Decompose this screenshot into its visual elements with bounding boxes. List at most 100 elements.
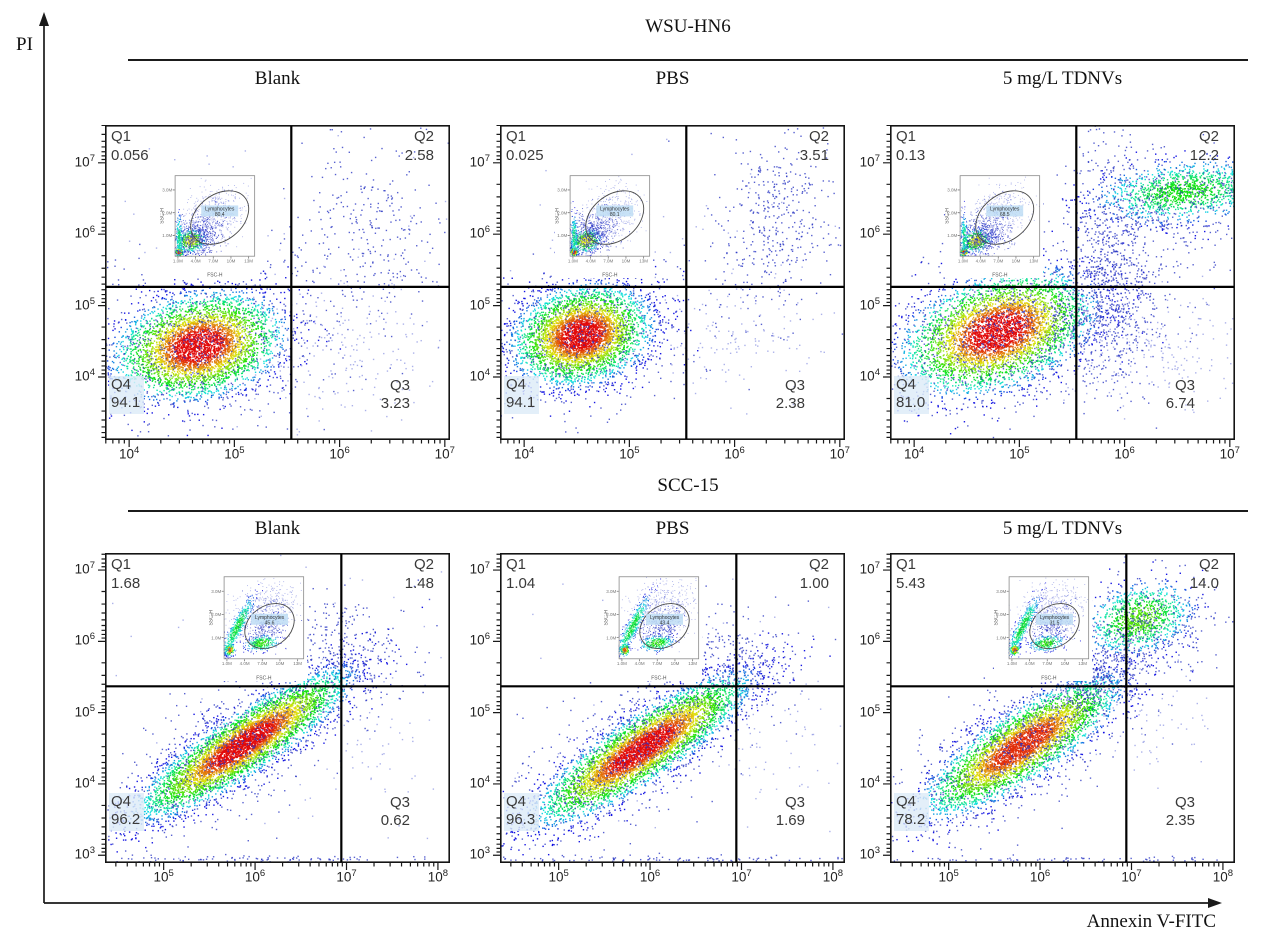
y-tick-label: 104 (469, 773, 490, 791)
quadrant-label-q3: Q3 2.35 (1165, 793, 1195, 830)
quadrant-label-q4: Q4 94.1 (504, 375, 540, 414)
y-tick-label: 107 (74, 560, 95, 577)
y-tick-label: 104 (469, 367, 490, 384)
row-title-top: WSU-HN6 (645, 16, 731, 37)
quadrant-label-q1: Q1 0.056 (111, 128, 149, 164)
gating-inset-canvas (603, 571, 702, 681)
x-tick-label: 107 (731, 868, 752, 885)
y-tick-label: 105 (859, 702, 880, 720)
y-tick-label: 107 (74, 152, 95, 170)
gating-inset-canvas (160, 170, 259, 278)
x-tick-label: 106 (1114, 445, 1135, 462)
flow-panel-scc-15-blank: 107 106 105 104 103 105 106 107 108 Q1 1.68 Q2 1.48 Q… (75, 553, 450, 885)
quadrant-label-q2: Q2 2.58 (404, 128, 434, 164)
quadrant-label-q2: Q2 12.2 (1189, 128, 1219, 164)
flow-panel-wsu-hn6-blank: 107 106 105 104 104 105 106 107 Q1 0.056 Q2 2.58 Q3 3… (75, 125, 455, 462)
quadrant-label-q1: Q1 0.13 (896, 128, 926, 164)
quadrant-label-q1: Q1 0.025 (506, 128, 544, 164)
y-tick-label: 107 (859, 152, 880, 170)
quadrant-label-q3: Q3 2.38 (775, 376, 805, 413)
x-tick-label: 105 (548, 868, 569, 885)
y-tick-label: 105 (469, 702, 490, 720)
y-tick-label: 107 (469, 560, 490, 577)
x-tick-label: 105 (224, 445, 245, 462)
y-tick-label: 106 (469, 631, 490, 648)
column-title: Blank (254, 68, 301, 89)
x-tick-label: 108 (1212, 868, 1234, 885)
quadrant-label-q4: Q4 94.1 (109, 375, 145, 414)
quadrant-label-q2: Q2 14.0 (1189, 556, 1219, 592)
x-tick-label: 107 (434, 445, 455, 462)
quadrant-label-q1: Q1 1.68 (111, 556, 141, 592)
y-tick-label: 106 (74, 631, 95, 648)
quadrant-label-q2: Q2 3.51 (799, 128, 829, 164)
x-tick-label: 107 (336, 868, 357, 885)
quadrant-label-q4: Q4 96.2 (109, 792, 145, 831)
gating-inset-canvas (993, 571, 1092, 681)
x-tick-label: 107 (1219, 445, 1240, 462)
x-tick-label: 106 (724, 445, 745, 462)
y-tick-label: 104 (859, 367, 880, 384)
y-tick-label: 104 (859, 773, 880, 791)
quadrant-label-q4: Q4 96.3 (504, 792, 540, 831)
y-tick-label: 106 (469, 224, 490, 241)
gating-inset-canvas (555, 170, 654, 278)
y-tick-label: 103 (859, 845, 880, 862)
column-title: PBS (655, 518, 690, 539)
y-tick-label: 105 (74, 295, 95, 313)
quadrant-label-q1: Q1 1.04 (506, 556, 536, 592)
x-axis-arrowhead-icon (1208, 898, 1222, 908)
gating-inset-canvas (208, 571, 307, 681)
row-divider-bottom (128, 510, 1248, 512)
x-axis-label: Annexin V-FITC (1086, 911, 1216, 932)
x-tick-label: 106 (639, 868, 661, 885)
quadrant-label-q2: Q2 1.48 (404, 556, 434, 592)
x-tick-label: 108 (822, 868, 844, 885)
flow-panel-wsu-hn6-5-mg-l-tdnvs: 107 106 105 104 104 105 106 107 Q1 0.13 Q2 12.2 Q3 6.… (860, 125, 1240, 462)
y-tick-label: 103 (469, 845, 490, 862)
x-tick-label: 105 (1009, 445, 1030, 462)
x-tick-label: 107 (829, 445, 850, 462)
y-tick-label: 106 (859, 631, 880, 648)
flow-panel-scc-15-5-mg-l-tdnvs: 107 106 105 104 103 105 106 107 108 Q1 5.43 Q2 14.0 Q… (860, 553, 1235, 885)
column-title: Blank (254, 518, 301, 539)
x-tick-label: 107 (1121, 868, 1142, 885)
scatter-canvas (91, 125, 450, 454)
y-tick-label: 105 (469, 295, 490, 313)
quadrant-label-q1: Q1 5.43 (896, 556, 926, 592)
x-tick-label: 105 (619, 445, 640, 462)
flow-panel-wsu-hn6-pbs: 107 106 105 104 104 105 106 107 Q1 0.025 Q2 3.51 Q3 2… (470, 125, 850, 462)
column-title: PBS (655, 68, 690, 89)
y-tick-label: 104 (74, 367, 95, 384)
x-tick-label: 104 (903, 445, 925, 462)
y-axis-label: PI (16, 34, 33, 55)
y-tick-label: 107 (859, 560, 880, 577)
x-tick-label: 104 (513, 445, 535, 462)
quadrant-label-q4: Q4 78.2 (894, 792, 930, 831)
y-tick-label: 103 (74, 845, 95, 862)
y-tick-label: 105 (74, 702, 95, 720)
scatter-canvas (876, 125, 1235, 454)
x-tick-label: 105 (938, 868, 959, 885)
row-divider-top (128, 59, 1248, 61)
quadrant-label-q4: Q4 81.0 (894, 375, 930, 414)
y-tick-label: 107 (469, 152, 490, 170)
x-tick-label: 104 (118, 445, 140, 462)
y-axis-arrowhead-icon (39, 12, 49, 26)
column-title: 5 mg/L TDNVs (1002, 68, 1123, 89)
gating-inset-canvas (945, 170, 1044, 278)
x-tick-label: 106 (1029, 868, 1051, 885)
quadrant-label-q3: Q3 1.69 (775, 793, 805, 830)
quadrant-label-q3: Q3 3.23 (380, 376, 410, 413)
flow-panel-scc-15-pbs: 107 106 105 104 103 105 106 107 108 Q1 1.04 Q2 1.00 Q… (470, 553, 845, 885)
column-title: 5 mg/L TDNVs (1002, 518, 1123, 539)
quadrant-label-q3: Q3 0.62 (380, 793, 410, 830)
quadrant-label-q3: Q3 6.74 (1165, 376, 1195, 413)
x-tick-label: 108 (427, 868, 449, 885)
x-tick-label: 105 (153, 868, 174, 885)
y-tick-label: 106 (859, 224, 880, 241)
quadrant-label-q2: Q2 1.00 (799, 556, 829, 592)
y-tick-label: 104 (74, 773, 95, 791)
